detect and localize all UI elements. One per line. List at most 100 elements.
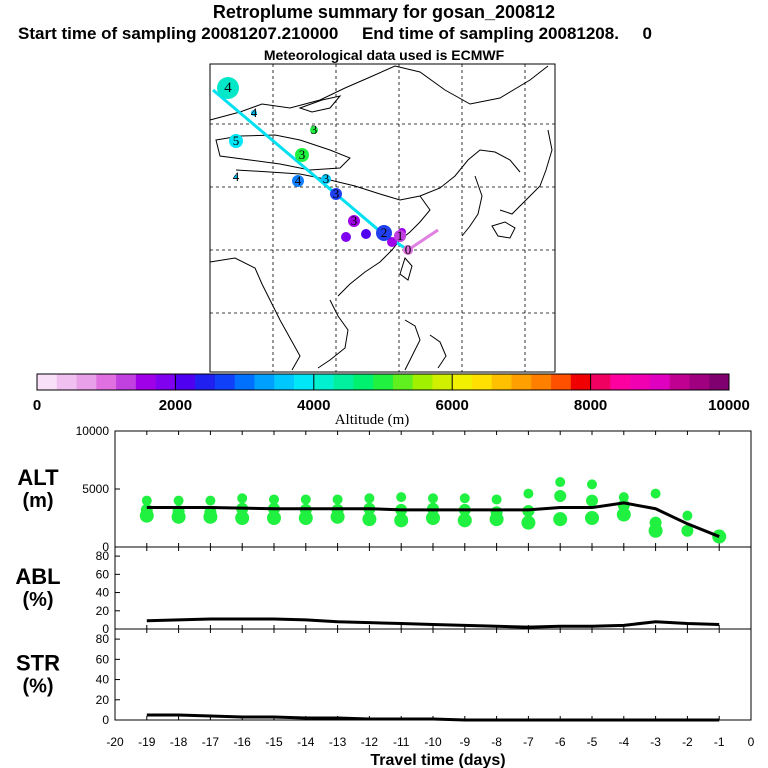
x-tick-label: -20 bbox=[106, 735, 124, 749]
trajectory-cluster-dot bbox=[341, 232, 351, 242]
trajectory-day-label: 2 bbox=[381, 225, 388, 240]
altitude-particle-dot bbox=[300, 494, 311, 505]
altitude-particle-dot bbox=[587, 479, 597, 490]
x-tick-label: -11 bbox=[393, 735, 410, 749]
trajectory-day-label: 3 bbox=[351, 213, 358, 228]
colorbar-segment bbox=[392, 374, 413, 390]
trajectory-cluster-dot bbox=[234, 175, 238, 179]
x-tick-label: -6 bbox=[555, 735, 566, 749]
panel-label: ABL bbox=[15, 564, 60, 589]
colorbar-segment bbox=[689, 374, 710, 390]
colorbar-tick-label: 4000 bbox=[297, 397, 330, 414]
x-tick-label: 0 bbox=[748, 735, 755, 749]
colorbar-tick-label: 10000 bbox=[708, 397, 750, 414]
colorbar-segment bbox=[471, 374, 493, 390]
colorbar-segment bbox=[373, 374, 394, 390]
panel-unit: (%) bbox=[22, 589, 53, 611]
altitude-particle-dot bbox=[364, 493, 375, 504]
altitude-particle-dot bbox=[681, 524, 694, 537]
colorbar-segment bbox=[313, 374, 334, 390]
x-axis-label: Travel time (days) bbox=[370, 752, 505, 768]
trajectory-day-label: 4 bbox=[224, 80, 232, 96]
panel-label: ALT bbox=[17, 465, 59, 490]
altitude-particle-dot bbox=[205, 495, 216, 506]
altitude-particle-dot bbox=[491, 494, 502, 505]
trajectory-cluster-dot bbox=[387, 237, 397, 247]
colorbar-segment bbox=[412, 374, 433, 390]
trajectory-cluster-dot bbox=[295, 148, 309, 162]
colorbar-segment bbox=[709, 374, 730, 390]
series-line-str bbox=[146, 713, 720, 722]
colorbar-segment bbox=[669, 374, 690, 390]
y-tick-label: 40 bbox=[96, 673, 110, 687]
y-tick-label: 5000 bbox=[82, 482, 109, 496]
altitude-particle-dot bbox=[585, 511, 599, 525]
colorbar-segment bbox=[452, 374, 473, 390]
timeseries-panels: 0500010000ALT(m)020406080ABL(%)020406080… bbox=[15, 424, 754, 768]
altitude-particle-dot bbox=[298, 511, 313, 525]
colorbar-segment bbox=[491, 374, 512, 390]
colorbar-tick-label: 2000 bbox=[159, 397, 192, 414]
trajectory-cluster-dot bbox=[348, 215, 360, 227]
colorbar-segment bbox=[570, 374, 591, 390]
altitude-particle-dot bbox=[618, 492, 629, 503]
trajectory-day-label: 0 bbox=[405, 242, 412, 257]
series-line-alt bbox=[146, 501, 720, 538]
trajectory-day-label: 3 bbox=[333, 186, 340, 201]
x-tick-label: -15 bbox=[265, 735, 283, 749]
altitude-particle-dot bbox=[426, 511, 440, 525]
colorbar-segment bbox=[37, 374, 58, 390]
trajectory-cluster-dot bbox=[217, 77, 239, 99]
colorbar-segment bbox=[551, 374, 572, 390]
x-tick-label: -16 bbox=[234, 735, 252, 749]
colorbar-segment bbox=[254, 374, 275, 390]
altitude-particle-dot bbox=[171, 509, 186, 524]
altitude-particle-dot bbox=[523, 488, 534, 499]
colorbar-tick-label: 8000 bbox=[574, 397, 607, 414]
colorbar-segment bbox=[56, 374, 77, 390]
altitude-particle-dot bbox=[428, 493, 438, 504]
colorbar-segment bbox=[175, 374, 196, 390]
met-data-note: Meteorological data used is ECMWF bbox=[263, 47, 505, 63]
trajectory-cluster-dot bbox=[376, 225, 392, 241]
colorbar-segment bbox=[214, 374, 236, 390]
colorbar-segment bbox=[333, 374, 354, 390]
x-tick-label: -13 bbox=[329, 735, 347, 749]
x-tick-label: -18 bbox=[170, 735, 188, 749]
x-tick-label: -14 bbox=[297, 735, 315, 749]
altitude-particle-dot bbox=[235, 511, 250, 525]
colorbar-label: Altitude (m) bbox=[335, 412, 410, 428]
altitude-particle-dot bbox=[650, 488, 661, 499]
x-tick-label: -17 bbox=[202, 735, 220, 749]
altitude-particle-dot bbox=[362, 512, 377, 527]
altitude-particle-dot bbox=[521, 515, 536, 530]
map-frame bbox=[209, 63, 556, 373]
altitude-colorbar: 0 2000 4000 6000 8000 10000 bbox=[33, 373, 750, 414]
colorbar-segment bbox=[76, 374, 97, 390]
colorbar-segment bbox=[294, 374, 315, 390]
chart-title: Retroplume summary for gosan_200812 bbox=[212, 2, 556, 22]
colorbar-tick-label: 6000 bbox=[436, 397, 469, 414]
altitude-particle-dot bbox=[586, 494, 598, 507]
y-tick-label: 40 bbox=[96, 586, 110, 600]
x-tick-label: -9 bbox=[459, 735, 470, 749]
panel-label: STR bbox=[16, 651, 60, 676]
y-tick-label: 80 bbox=[96, 632, 110, 646]
trajectory-cluster-dot bbox=[321, 174, 331, 184]
colorbar-segment bbox=[96, 374, 117, 390]
colorbar-segment bbox=[155, 374, 176, 390]
trajectory-day-label: 3 bbox=[299, 147, 306, 162]
trajectory-path bbox=[212, 88, 383, 235]
trajectory-day-label: 4 bbox=[233, 169, 240, 184]
colorbar-segment bbox=[195, 374, 216, 390]
trajectory-day-label: 3 bbox=[323, 171, 330, 186]
trajectory-cluster-dot bbox=[403, 245, 413, 255]
altitude-particle-dot bbox=[396, 492, 407, 503]
colorbar-segment bbox=[531, 374, 552, 390]
colorbar-segment bbox=[432, 374, 453, 390]
altitude-particle-dot bbox=[616, 507, 631, 522]
colorbar-segment bbox=[511, 374, 532, 390]
trajectory-day-label: 5 bbox=[233, 133, 240, 148]
